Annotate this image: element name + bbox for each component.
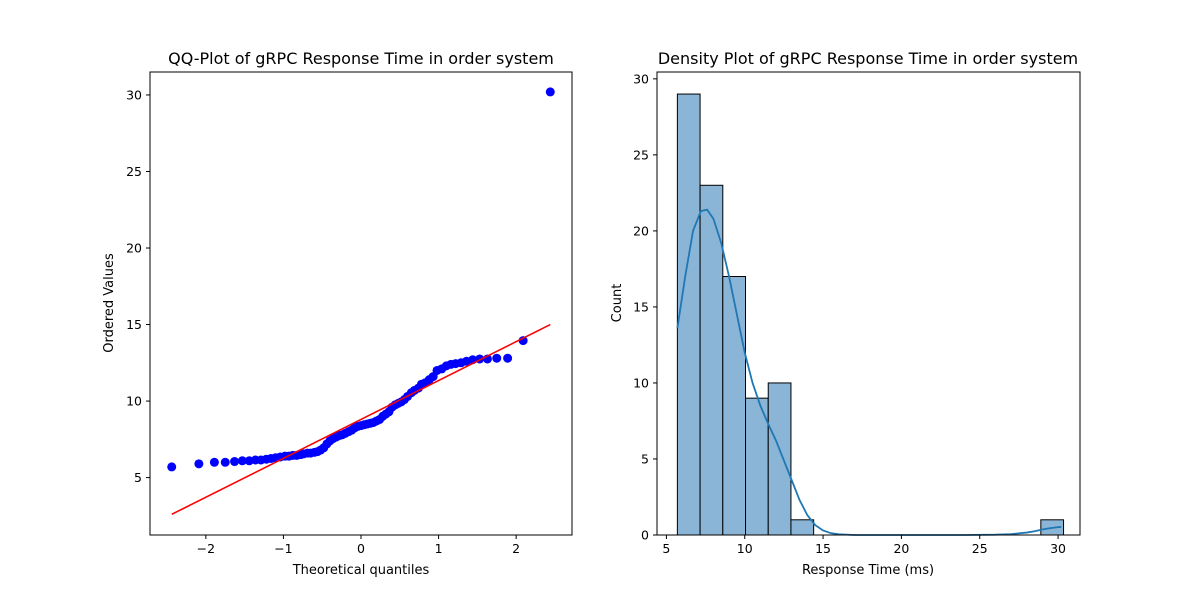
density-y-tick-label: 25	[633, 147, 649, 162]
qq-x-axis: −2 −1 0 1 2	[197, 535, 520, 556]
density-plot-area	[676, 93, 1065, 536]
qq-data-point	[518, 336, 528, 346]
histogram-bar	[790, 519, 815, 536]
qq-x-axis-label: Theoretical quantiles	[292, 563, 430, 578]
density-plot-frame	[656, 71, 1081, 536]
qq-x-tick-label: −2	[197, 541, 215, 556]
density-y-axis: 0 5 10 15 20 25 30	[633, 71, 657, 543]
qq-y-tick-label: 30	[126, 87, 142, 102]
density-plot-panel: Density Plot of gRPC Response Time in or…	[610, 49, 1081, 578]
density-y-tick-label: 5	[641, 451, 649, 466]
qq-plot-title: QQ-Plot of gRPC Response Time in order s…	[168, 49, 554, 68]
density-y-tick-label: 10	[633, 375, 649, 390]
histogram-bar	[676, 93, 701, 536]
qq-y-tick-label: 10	[126, 394, 142, 409]
qq-plot-panel: QQ-Plot of gRPC Response Time in order s…	[102, 49, 573, 578]
density-plot-title: Density Plot of gRPC Response Time in or…	[658, 49, 1078, 68]
qq-y-axis-label: Ordered Values	[102, 253, 117, 353]
qq-data-point	[220, 457, 230, 467]
qq-data-point	[230, 457, 240, 467]
qq-fit-line	[171, 323, 551, 516]
qq-y-tick-label: 5	[134, 470, 142, 485]
qq-data-point	[237, 456, 247, 466]
qq-data-point	[545, 87, 555, 97]
density-x-tick-label: 25	[972, 541, 988, 556]
density-x-axis-label: Response Time (ms)	[802, 563, 934, 578]
density-y-tick-label: 20	[633, 223, 649, 238]
qq-data-point	[503, 353, 513, 363]
qq-data-point	[194, 459, 204, 469]
qq-data-point	[492, 353, 502, 363]
kde-curve	[676, 208, 1062, 536]
histogram-bar	[722, 276, 747, 536]
density-x-tick-label: 30	[1050, 541, 1066, 556]
histogram-bar	[767, 382, 792, 536]
qq-x-tick-label: 0	[357, 541, 365, 556]
qq-data-point	[209, 457, 219, 467]
qq-y-axis: 5 10 15 20 25 30	[126, 87, 150, 485]
qq-x-tick-label: 2	[512, 541, 520, 556]
qq-x-tick-label: −1	[274, 541, 292, 556]
histogram-bar	[745, 397, 769, 536]
qq-y-tick-label: 15	[126, 317, 142, 332]
density-y-tick-label: 30	[633, 71, 649, 86]
density-x-axis: 5 10 15 20 25 30	[662, 535, 1066, 556]
qq-y-tick-label: 25	[126, 164, 142, 179]
qq-plot-area	[167, 87, 555, 516]
density-x-tick-label: 10	[737, 541, 753, 556]
density-y-tick-label: 0	[641, 528, 649, 543]
qq-x-tick-label: 1	[435, 541, 443, 556]
density-y-axis-label: Count	[610, 284, 625, 323]
qq-y-tick-label: 20	[126, 241, 142, 256]
density-x-tick-label: 5	[662, 541, 670, 556]
density-y-tick-label: 15	[633, 299, 649, 314]
density-x-tick-label: 20	[893, 541, 909, 556]
qq-data-point	[167, 462, 177, 472]
density-x-tick-label: 15	[815, 541, 831, 556]
